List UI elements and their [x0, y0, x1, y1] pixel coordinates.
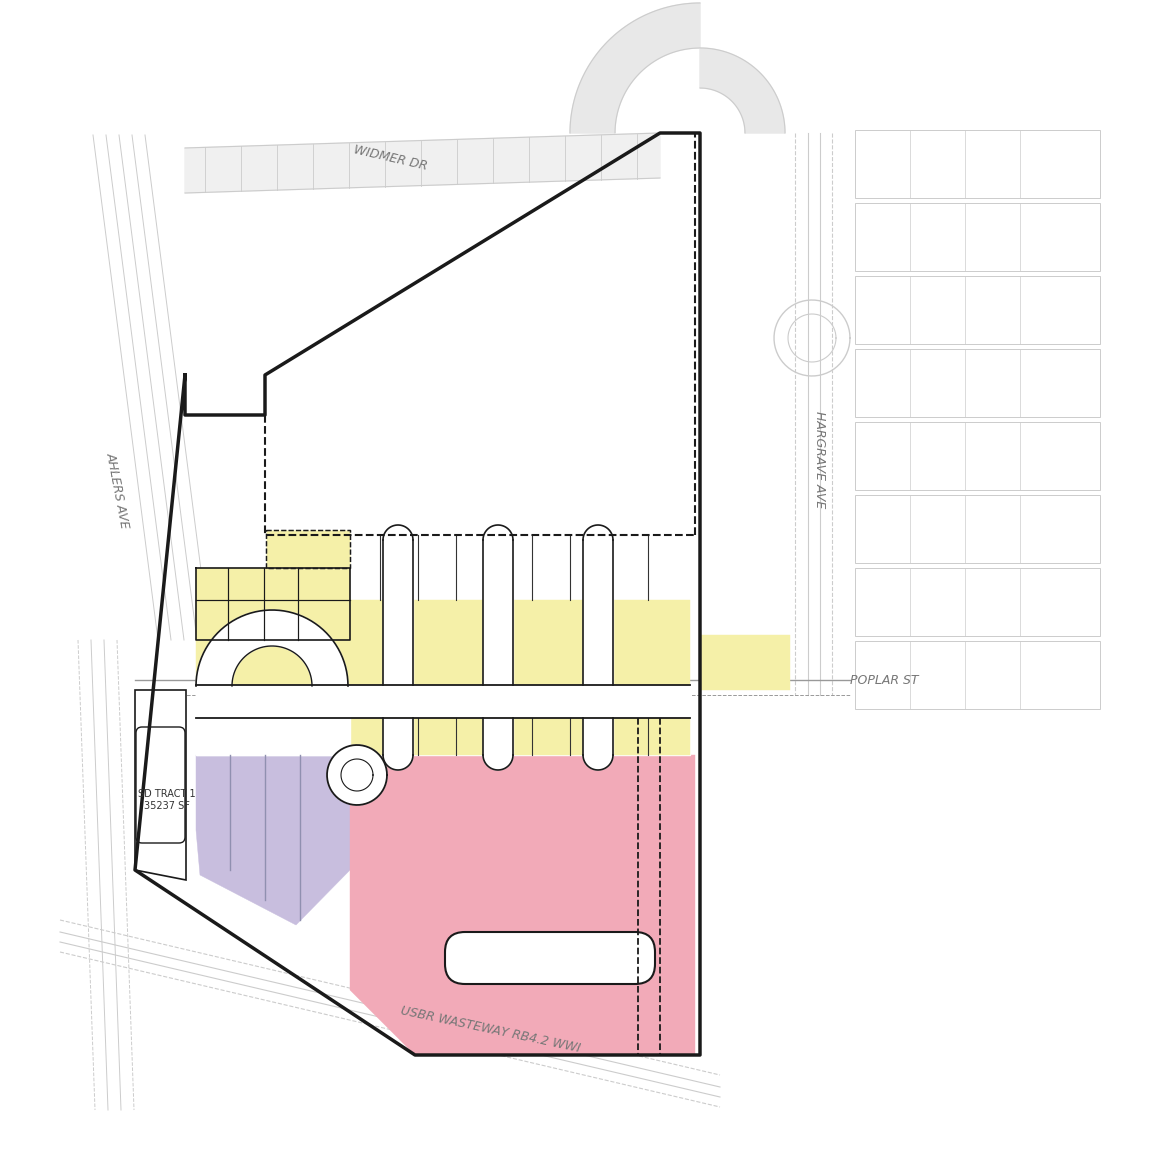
Polygon shape	[197, 755, 350, 926]
Text: AHLERS AVE: AHLERS AVE	[104, 450, 132, 529]
Text: SD TRACT 1
35237 SF: SD TRACT 1 35237 SF	[138, 789, 195, 810]
Text: HARGRAVE AVE: HARGRAVE AVE	[813, 412, 826, 509]
Polygon shape	[855, 568, 1100, 636]
Polygon shape	[483, 719, 512, 755]
Polygon shape	[855, 276, 1100, 345]
Polygon shape	[328, 746, 387, 806]
FancyBboxPatch shape	[136, 727, 185, 843]
Polygon shape	[483, 524, 512, 540]
Polygon shape	[383, 755, 413, 770]
Polygon shape	[855, 131, 1100, 198]
Polygon shape	[483, 540, 512, 684]
Polygon shape	[350, 684, 690, 755]
Polygon shape	[197, 684, 690, 755]
Polygon shape	[570, 4, 700, 133]
Polygon shape	[185, 133, 660, 193]
Text: USBR WASTEWAY RB4.2 WWI: USBR WASTEWAY RB4.2 WWI	[399, 1004, 581, 1055]
Polygon shape	[197, 568, 350, 640]
Polygon shape	[197, 600, 690, 684]
Polygon shape	[855, 641, 1100, 709]
Text: POPLAR ST: POPLAR ST	[849, 674, 918, 687]
Polygon shape	[135, 690, 186, 880]
Polygon shape	[383, 540, 413, 684]
Polygon shape	[340, 759, 373, 791]
Polygon shape	[855, 349, 1100, 417]
Polygon shape	[855, 495, 1100, 563]
Polygon shape	[350, 755, 695, 1055]
Polygon shape	[700, 635, 790, 690]
Polygon shape	[583, 755, 613, 770]
Polygon shape	[350, 719, 690, 755]
FancyBboxPatch shape	[445, 933, 655, 984]
Polygon shape	[855, 422, 1100, 490]
Polygon shape	[483, 755, 512, 770]
Polygon shape	[700, 48, 785, 133]
Polygon shape	[383, 524, 413, 540]
Polygon shape	[383, 719, 413, 755]
Polygon shape	[583, 524, 613, 540]
Polygon shape	[197, 684, 350, 755]
Text: WIDMER DR: WIDMER DR	[352, 143, 428, 173]
Polygon shape	[855, 203, 1100, 270]
Polygon shape	[266, 530, 350, 568]
Polygon shape	[197, 610, 347, 686]
Polygon shape	[583, 719, 613, 755]
Polygon shape	[583, 540, 613, 684]
